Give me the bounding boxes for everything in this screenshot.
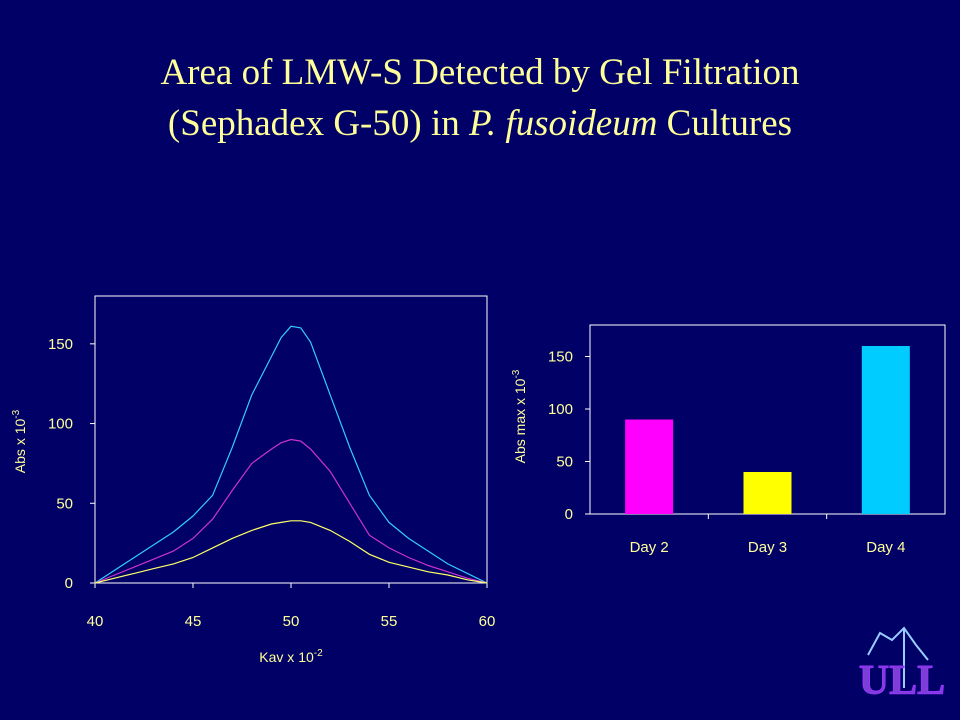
title-line-2-post: Cultures xyxy=(657,103,793,144)
bar-y-tick-label: 50 xyxy=(556,454,573,471)
y-axis-label-sup: -3 xyxy=(11,409,22,418)
title-species-name: P. fusoideum xyxy=(468,103,658,144)
y-tick-label: 150 xyxy=(48,336,73,353)
bar-y-tick-label: 150 xyxy=(548,349,573,366)
bar-y-axis-label: Abs max x 10-3 xyxy=(511,369,528,463)
y-axis-label: Abs x 10-3 xyxy=(11,409,28,473)
bar-category-label: Day 4 xyxy=(866,539,905,556)
x-axis-label: Kav x 10-2 xyxy=(259,648,323,665)
x-axis-label-sup: -2 xyxy=(314,648,323,659)
bar-day-3 xyxy=(743,472,792,514)
bar-category-label: Day 3 xyxy=(748,539,787,556)
series-line-2 xyxy=(94,438,488,584)
x-tick-label: 60 xyxy=(479,613,496,630)
y-tick-label: 0 xyxy=(65,575,73,592)
slide-title-line-2: (Sephadex G-50) in P. fusoideum Cultures xyxy=(0,103,960,146)
bar-day-4 xyxy=(861,346,910,514)
y-tick-label: 100 xyxy=(48,416,73,433)
y-tick-label: 50 xyxy=(56,495,73,512)
bar-day-2 xyxy=(625,419,674,514)
logo-building-icon xyxy=(867,626,929,688)
bar-y-axis-label-sup: -3 xyxy=(511,369,522,378)
bar-y-tick-label: 100 xyxy=(548,401,573,418)
logo-text: ULL xyxy=(859,658,945,704)
series-line-3 xyxy=(94,520,488,584)
x-tick-label: 55 xyxy=(381,613,398,630)
x-tick-label: 45 xyxy=(185,613,202,630)
title-line-1-text: Area of LMW-S Detected by Gel Filtration xyxy=(160,52,800,93)
slide-title-line-1: Area of LMW-S Detected by Gel Filtration xyxy=(0,52,960,95)
title-line-2-pre: (Sephadex G-50) in xyxy=(167,103,469,144)
x-tick-label: 40 xyxy=(87,613,104,630)
series-line-1 xyxy=(94,325,488,584)
x-tick-label: 50 xyxy=(283,613,300,630)
bar-category-label: Day 2 xyxy=(630,539,669,556)
bar-y-tick-label: 0 xyxy=(565,506,573,523)
